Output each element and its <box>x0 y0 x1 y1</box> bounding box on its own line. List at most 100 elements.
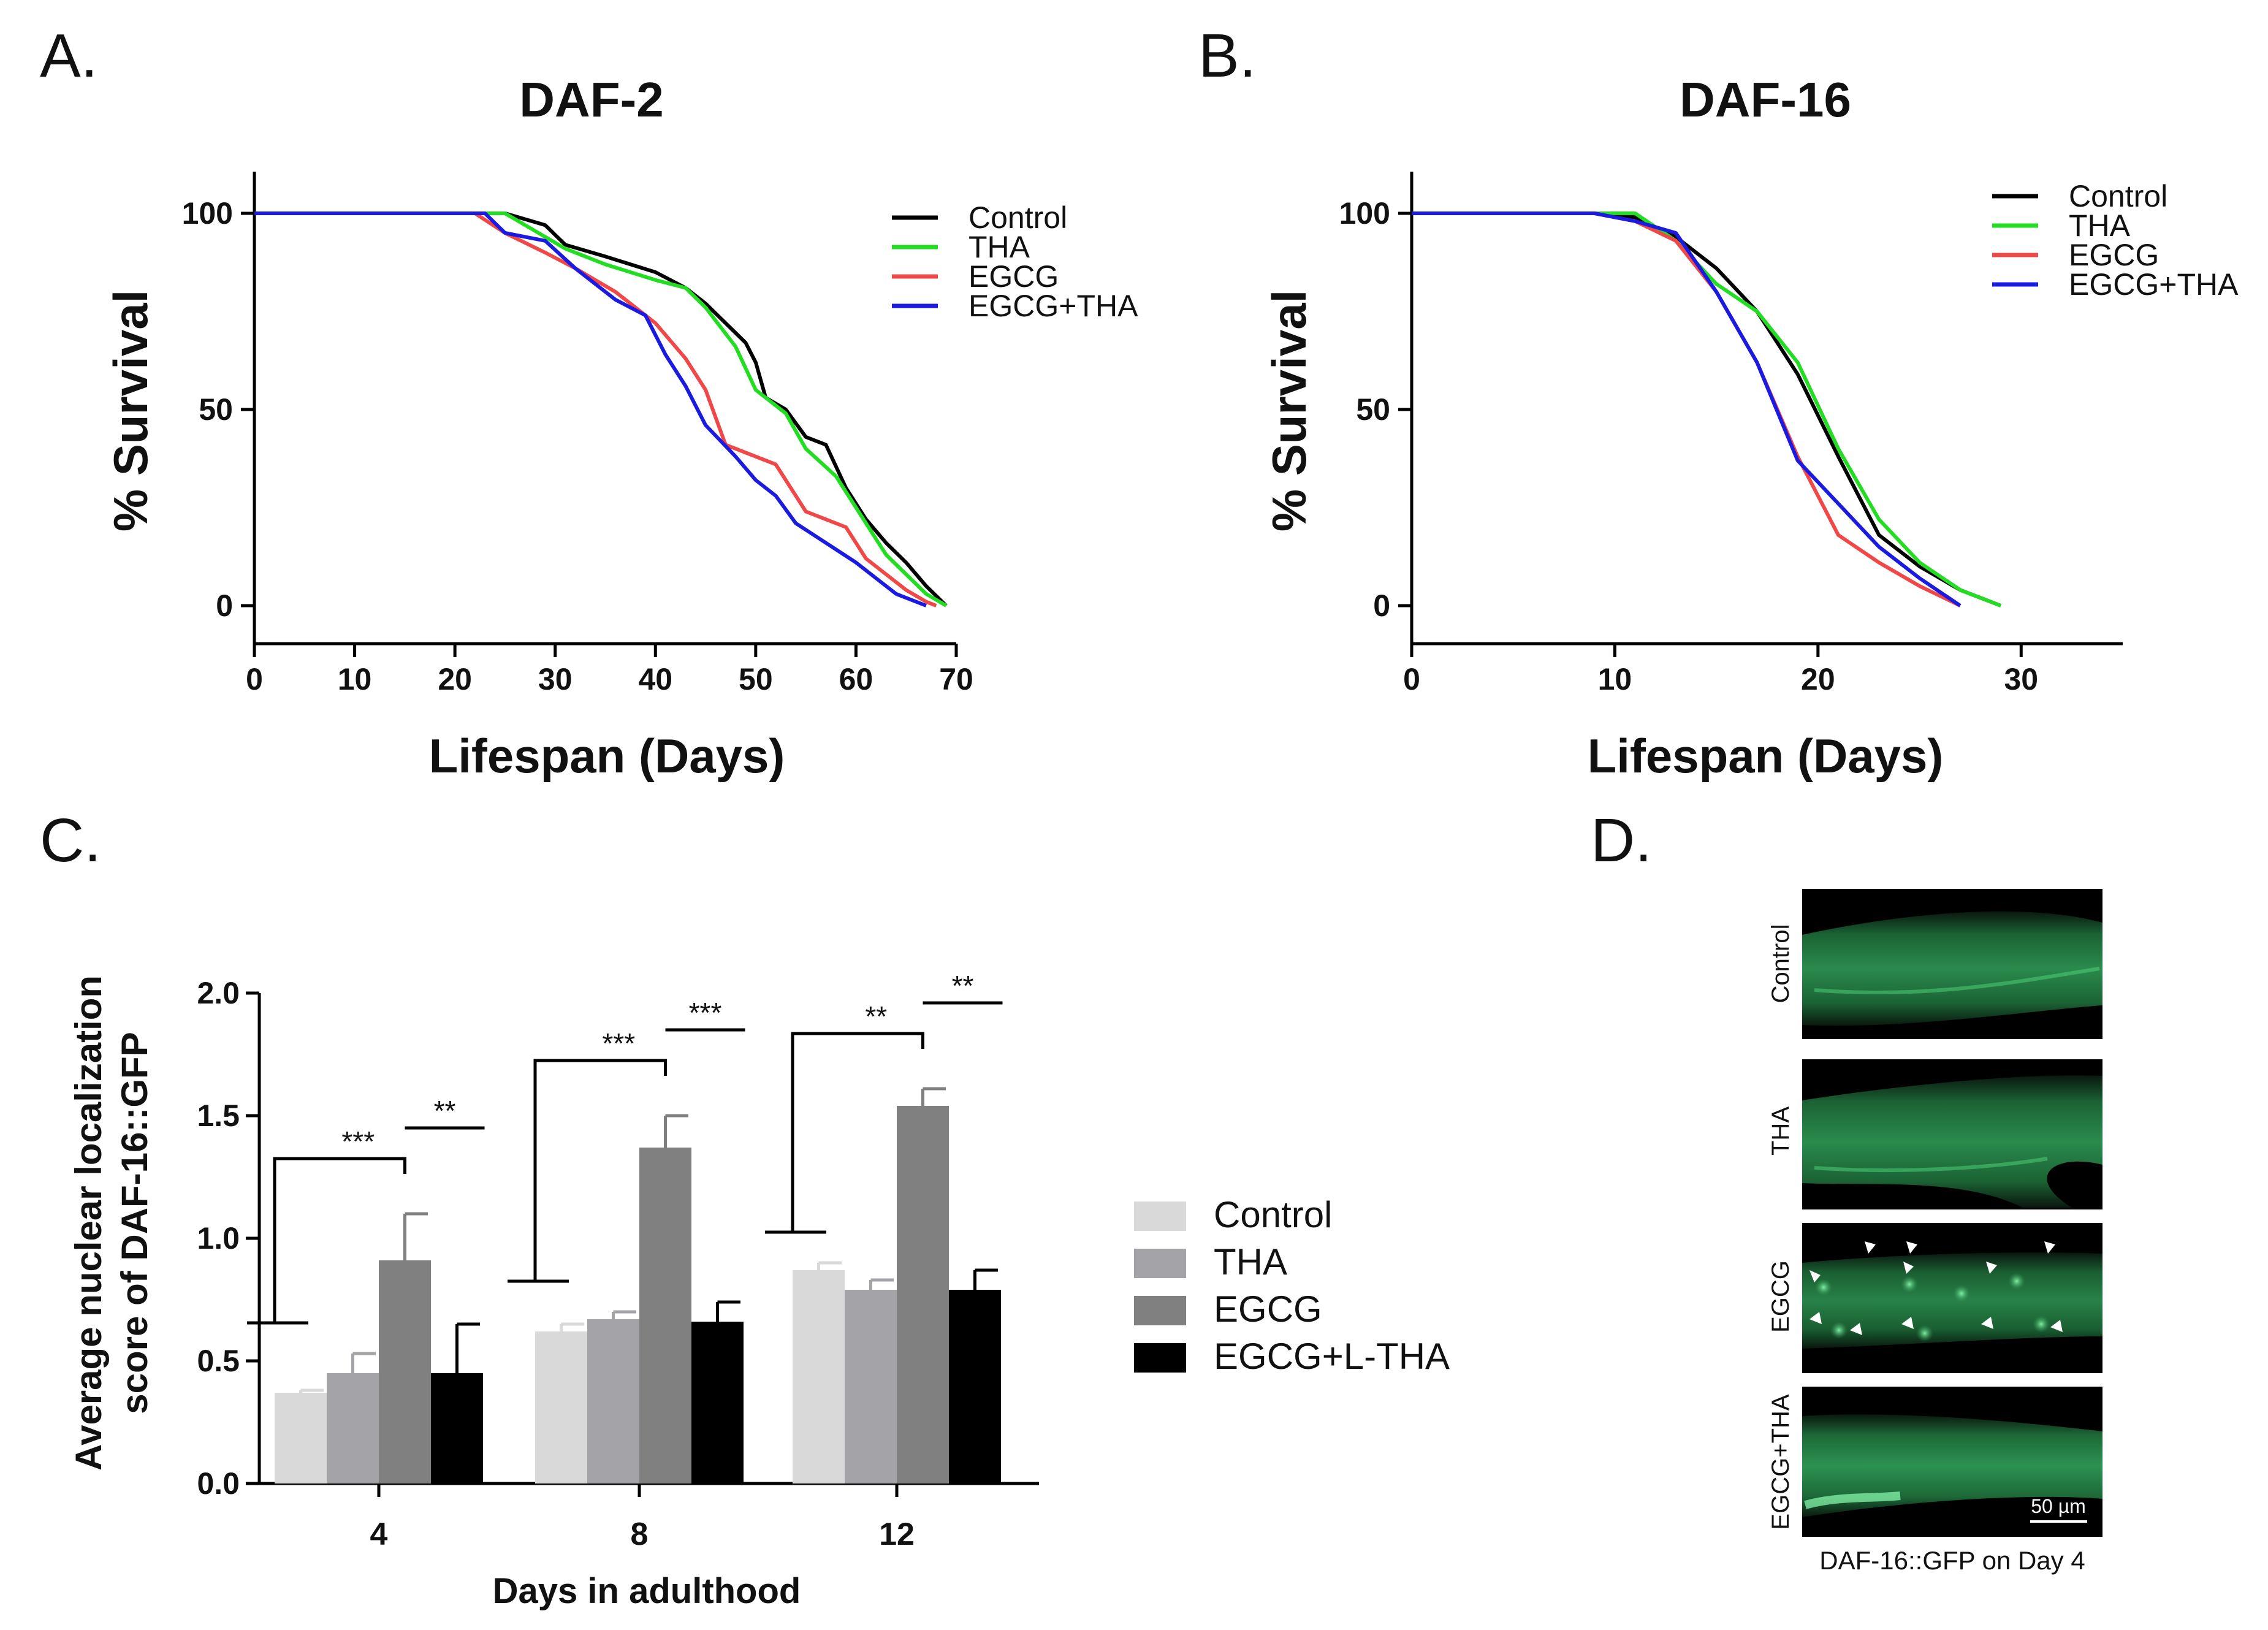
panel-c-y-tick-label: 2.0 <box>197 976 240 1010</box>
panel-a-series-control <box>254 211 948 607</box>
panel-c-x-tick-label: 12 <box>879 1517 915 1552</box>
panel-c-x-tick-label: 8 <box>631 1517 649 1552</box>
panel-c-bar <box>845 1290 897 1483</box>
panel-a-legend-label: THA <box>968 230 1030 264</box>
panel-c-sig-label: ** <box>434 1095 456 1127</box>
panel-b-x-tick-label: 20 <box>1801 662 1835 696</box>
panel-c-sig-bracket <box>791 1032 924 1232</box>
panel-a-title: DAF-2 <box>519 72 664 127</box>
panel-b-legend-label: THA <box>2069 208 2131 243</box>
panel-b-x-tick-label: 0 <box>1403 662 1420 696</box>
panel-d-letter: D. <box>1591 806 1652 875</box>
panel-a-x-tick-label: 70 <box>939 662 973 696</box>
panel-a-y-tick-label: 0 <box>216 588 233 623</box>
panel-c-legend-swatch <box>1134 1249 1186 1278</box>
panel-a-x-tick-label: 30 <box>538 662 573 696</box>
panel-b: B. DAF-16 0 10 20 30 0 50 100 ControlTHAEGCGEG… <box>1198 21 2239 783</box>
panel-c-xlabel: Days in adulthood <box>493 1571 801 1611</box>
panel-a-series-egcg <box>254 211 937 607</box>
panel-c-legend-label: EGCG <box>1214 1289 1322 1330</box>
panel-c-sig-label: *** <box>341 1125 375 1157</box>
panel-b-x-tick-label: 30 <box>2004 662 2038 696</box>
panel-b-legend-label: Control <box>2069 179 2167 213</box>
panel-c-ylabel: Average nuclear localization score of DA… <box>68 975 155 1471</box>
panel-b-series-tha <box>1412 211 2002 607</box>
panel-c-bar <box>327 1373 379 1483</box>
micrograph-control-label: Control <box>1767 924 1794 1004</box>
panel-a-legend-label: EGCG+THA <box>968 289 1138 323</box>
panel-a-legend-label: EGCG <box>968 259 1059 294</box>
panel-c-bar <box>431 1373 483 1483</box>
panel-c: C. 0.00.51.01.52.04 8 12 *********** **** C… <box>40 806 1450 1611</box>
micrograph-tha <box>1802 1059 2102 1209</box>
panel-b-letter: B. <box>1198 21 1256 90</box>
panel-c-significance: *********** **** <box>247 970 1003 1325</box>
panel-a-xlabel: Lifespan (Days) <box>429 729 785 783</box>
panel-b-y-tick-label: 100 <box>1339 196 1390 230</box>
panel-a-lines <box>254 211 948 607</box>
panel-c-ylabel-line2: score of DAF-16::GFP <box>114 1032 155 1414</box>
panel-c-legend-swatch <box>1134 1343 1186 1373</box>
panel-c-sig-label: *** <box>602 1027 635 1059</box>
scale-bar-label: 50 µm <box>2031 1495 2086 1517</box>
panel-b-lines <box>1412 211 2002 607</box>
panel-a-legend-label: Control <box>968 200 1067 235</box>
panel-c-legend-label: Control <box>1214 1194 1332 1235</box>
panel-a-x-tick-label: 40 <box>638 662 672 696</box>
panel-a: A. DAF-2 0 10 20 30 40 50 60 70 0 50 100 ControlTH… <box>40 21 1138 783</box>
panel-a-ylabel: % Survival <box>104 290 158 532</box>
panel-a-y-tick-label: 100 <box>182 196 233 230</box>
panel-b-title: DAF-16 <box>1680 72 1851 127</box>
panel-c-legend-label: EGCG+L-THA <box>1214 1336 1450 1377</box>
panel-c-sig-label: ** <box>865 1000 887 1032</box>
panel-c-bar <box>535 1331 587 1483</box>
panel-c-bar <box>639 1148 691 1483</box>
panel-a-series-egcg-tha <box>254 211 927 607</box>
panel-b-series-egcg-tha <box>1412 211 1962 607</box>
panel-c-bar <box>949 1290 1001 1483</box>
panel-c-legend-label: THA <box>1214 1241 1287 1282</box>
panel-c-y-tick-label: 1.0 <box>197 1221 240 1255</box>
panel-a-x-tick-label: 10 <box>338 662 372 696</box>
panel-a-axes: 0 10 20 30 40 50 60 70 0 50 100 <box>182 172 973 696</box>
panel-c-legend-swatch <box>1134 1296 1186 1325</box>
panel-b-y-tick-label: 0 <box>1373 588 1390 623</box>
panel-a-letter: A. <box>40 21 97 90</box>
panel-c-sig-label: *** <box>689 997 722 1029</box>
panel-b-axes: 0 10 20 30 0 50 100 <box>1339 172 2123 696</box>
panel-c-bars <box>275 1087 1001 1483</box>
panel-a-x-tick-label: 20 <box>438 662 472 696</box>
panel-b-legend-label: EGCG <box>2069 238 2159 272</box>
panel-c-legend-swatch <box>1134 1202 1186 1231</box>
panel-c-bar <box>587 1319 639 1483</box>
panel-a-x-tick-label: 60 <box>839 662 873 696</box>
panel-c-bar <box>379 1260 431 1483</box>
panel-b-legend-label: EGCG+THA <box>2069 267 2239 302</box>
panel-c-y-tick-label: 0.0 <box>197 1466 240 1501</box>
micrograph-egcg <box>1802 1223 2102 1373</box>
panel-c-ylabel-line1: Average nuclear localization <box>68 975 109 1471</box>
panel-c-sig-bracket <box>533 1059 667 1281</box>
panel-b-series-control <box>1412 211 2002 607</box>
panel-c-x-tick-label: 4 <box>370 1517 388 1552</box>
micrograph-egcg-tha: 50 µm <box>1802 1387 2102 1537</box>
panel-a-series-tha <box>254 211 948 607</box>
panel-d: D. Control THA <box>1591 806 2102 1575</box>
panel-c-bar <box>275 1393 327 1483</box>
micrograph-egcg-label: EGCG <box>1767 1260 1794 1333</box>
panel-c-bar <box>793 1270 845 1483</box>
panel-c-y-tick-label: 0.5 <box>197 1344 240 1378</box>
micrograph-control <box>1802 889 2102 1039</box>
panel-c-bar <box>897 1106 949 1483</box>
panel-c-bar <box>691 1322 744 1483</box>
panel-c-letter: C. <box>40 806 101 875</box>
panel-c-y-tick-label: 1.5 <box>197 1099 240 1133</box>
panel-a-x-tick-label: 0 <box>246 662 263 696</box>
panel-b-y-tick-label: 50 <box>1356 392 1390 427</box>
panel-b-ylabel: % Survival <box>1262 290 1316 532</box>
panel-d-caption: DAF-16::GFP on Day 4 <box>1819 1546 2085 1575</box>
panel-a-y-tick-label: 50 <box>199 392 233 427</box>
